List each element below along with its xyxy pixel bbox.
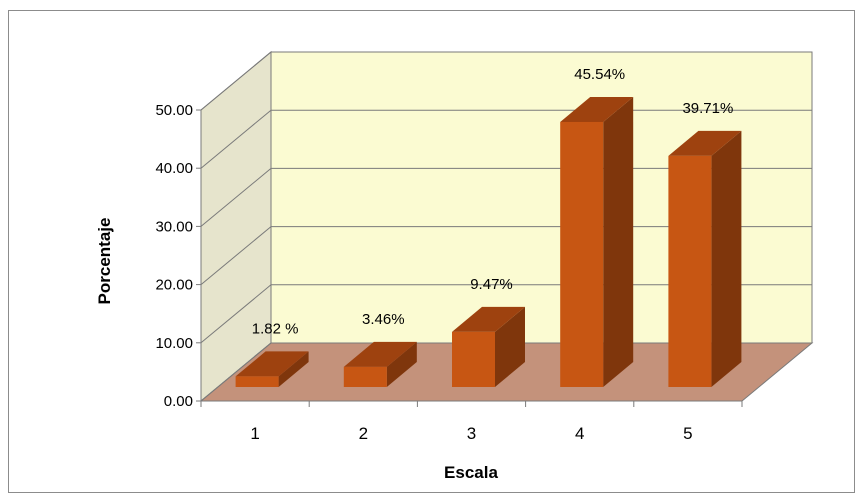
gridline-side [200,51,272,111]
x-tick-label: 1 [250,424,259,443]
y-tick-label: 0.00 [164,393,193,410]
x-axis-ticks: 1 2 3 4 5 [250,424,692,443]
bar-top [668,130,742,156]
bar-side [386,341,417,387]
x-tick-label: 4 [575,424,584,443]
y-tick-label: 10.00 [155,335,193,352]
y-axis-title: Porcentaje [95,218,114,305]
y-tick-label: 20.00 [155,277,193,294]
y-tick-label: 50.00 [155,102,193,119]
bar-top [343,341,417,367]
bars [235,96,742,387]
data-label: 3.46% [362,311,405,328]
gridline-side [200,109,272,169]
bar-side [278,351,309,387]
y-tick-label: 30.00 [155,218,193,235]
y-tick-label: 40.00 [155,160,193,177]
x-tick-label: 3 [467,424,476,443]
x-tick-label: 2 [359,424,368,443]
x-tick-label: 5 [683,424,692,443]
bar-side [603,96,634,387]
data-label: 39.71% [682,100,733,117]
bar-top [560,96,634,122]
gridline-side [200,226,272,285]
bar [235,376,279,387]
data-label: 1.82 % [252,320,299,337]
data-label: 45.54% [574,66,625,83]
chart-frame: 0.00 10.00 20.00 30.00 40.00 50.00 1 2 3 4 5 1.82… [8,10,855,493]
side-wall [200,50,272,403]
bar [452,331,495,387]
bar [668,155,712,387]
data-labels: 1.82 % 3.46% 9.47% 45.54% 39.71% [252,66,734,337]
bar-side [711,130,742,387]
gridline-side [200,342,272,402]
gridline-side [200,284,272,344]
bar [560,121,604,387]
bar-side [495,306,525,387]
x-axis-title: Escala [444,463,498,482]
bar [343,366,387,387]
data-label: 9.47% [470,276,513,293]
y-axis-ticks: 0.00 10.00 20.00 30.00 40.00 50.00 [155,102,193,410]
bar-chart: 0.00 10.00 20.00 30.00 40.00 50.00 1 2 3 4 5 1.82… [95,50,814,482]
gridline-side [200,168,272,227]
bar-top [235,351,309,377]
bar-top [452,306,525,332]
